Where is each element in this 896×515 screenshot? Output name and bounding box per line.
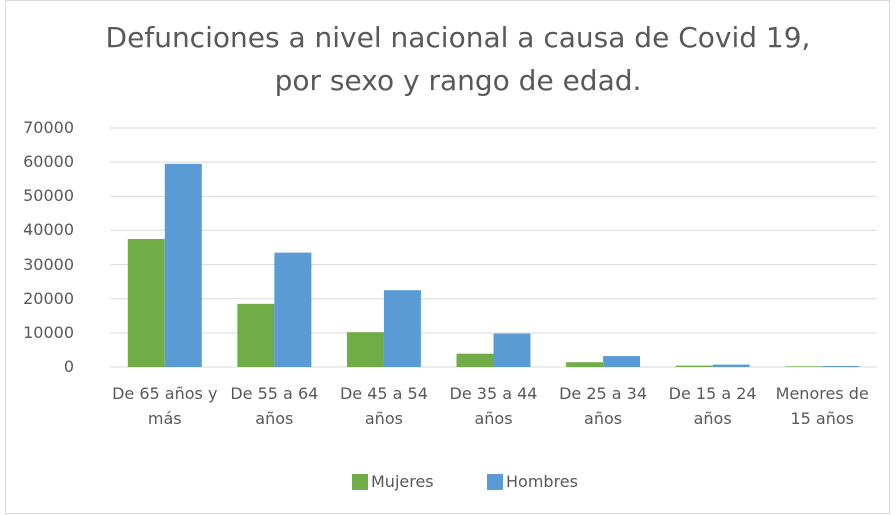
y-tick-label: 50000 <box>23 186 74 206</box>
bar <box>712 364 750 367</box>
bar <box>822 365 860 367</box>
legend-swatch <box>487 474 503 490</box>
bar <box>675 365 713 367</box>
x-tick-label: De 65 años y más <box>112 384 218 428</box>
bar <box>383 290 421 367</box>
x-tick-label: De 45 a 54 años <box>339 384 428 428</box>
bar <box>346 332 384 367</box>
bar <box>566 362 604 367</box>
y-tick-label: 40000 <box>23 220 74 240</box>
chart-border <box>5 0 890 514</box>
bar <box>237 303 275 367</box>
bar <box>785 366 823 367</box>
y-tick-label: 30000 <box>23 254 74 274</box>
bar <box>603 356 641 367</box>
y-tick-label: 60000 <box>23 152 74 172</box>
y-tick-label: 70000 <box>23 118 74 137</box>
bar <box>274 252 312 367</box>
y-tick-label: 10000 <box>23 322 74 342</box>
bar <box>493 333 531 367</box>
bar <box>127 238 165 367</box>
bar <box>456 353 494 367</box>
x-tick-label: De 25 a 34 años <box>559 384 648 428</box>
legend-swatch <box>352 474 368 490</box>
chart-title: Defunciones a nivel nacional a causa de … <box>105 21 811 97</box>
bar <box>164 163 202 367</box>
x-tick-label: De 55 a 64 años <box>230 384 319 428</box>
legend-label: Mujeres <box>371 472 434 491</box>
x-tick-label: De 35 a 44 años <box>449 384 538 428</box>
y-tick-label: 0 <box>63 357 74 376</box>
x-tick-label: De 15 a 24 años <box>668 384 757 428</box>
y-tick-label: 20000 <box>23 288 74 308</box>
x-tick-label: Menores de 15 años <box>775 384 869 428</box>
legend-label: Hombres <box>506 472 578 491</box>
